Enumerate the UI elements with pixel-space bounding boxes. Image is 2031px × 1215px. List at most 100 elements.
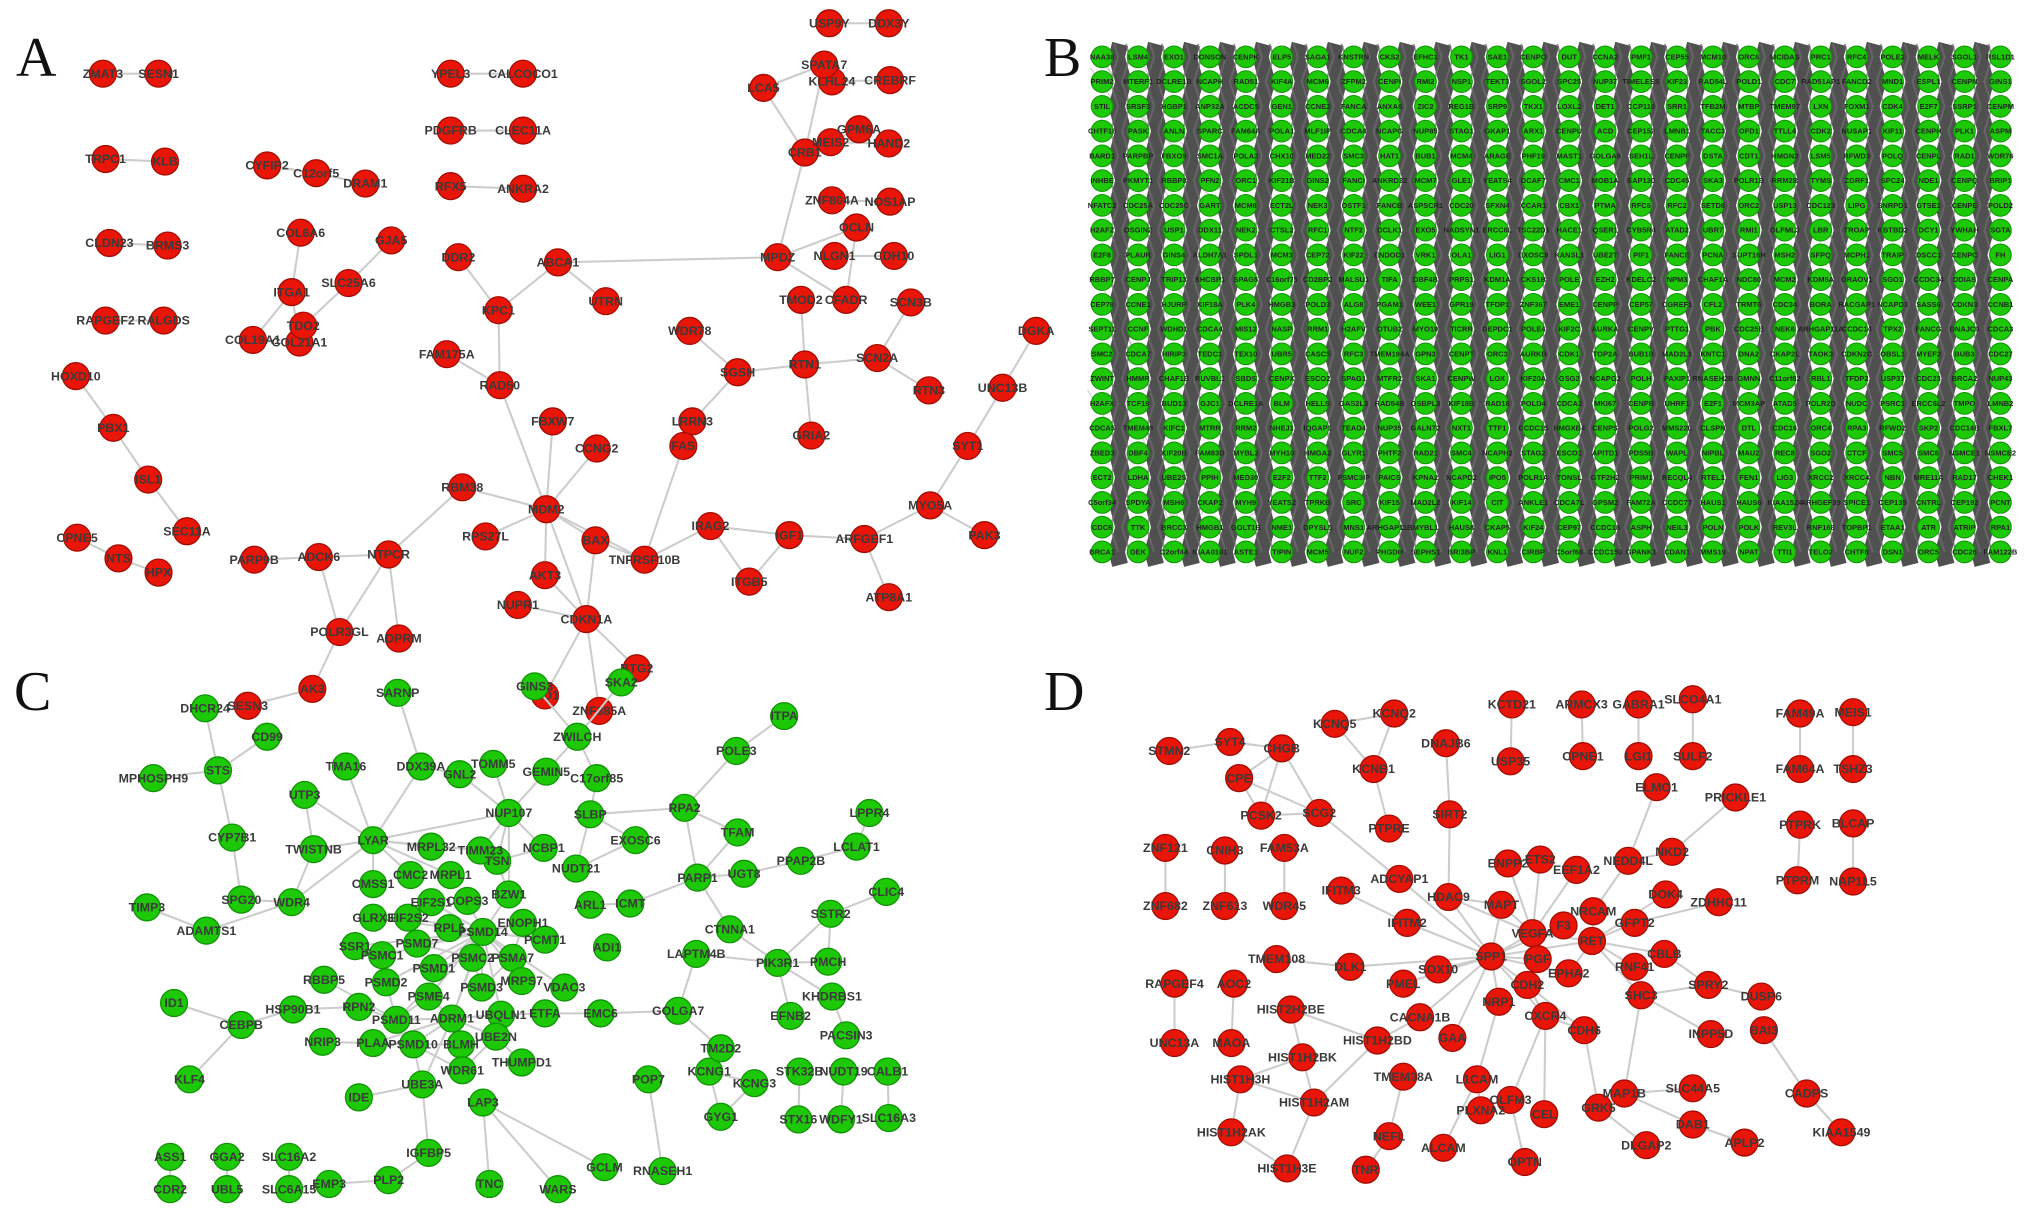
node-cenpl[interactable] — [1917, 144, 1940, 168]
node-cdr2[interactable] — [156, 1175, 185, 1204]
node-fanca[interactable] — [1342, 95, 1366, 118]
node-hells[interactable] — [1306, 392, 1330, 415]
node-usp13[interactable] — [1773, 194, 1797, 217]
node-ralgds[interactable] — [149, 306, 178, 335]
node-adrm1[interactable] — [437, 1004, 467, 1033]
node-enoph1[interactable] — [508, 908, 538, 937]
node-haus8[interactable] — [1450, 515, 1473, 539]
node-aurkb[interactable] — [1521, 342, 1545, 366]
node-alcam[interactable] — [1429, 1133, 1458, 1162]
node-orc4[interactable] — [1809, 416, 1833, 440]
node-plk4[interactable] — [1234, 293, 1258, 316]
node-polr1a[interactable] — [1521, 466, 1545, 490]
node-cdh10[interactable] — [879, 241, 909, 271]
node-ldha[interactable] — [1126, 466, 1150, 490]
node-zwint[interactable] — [1090, 367, 1114, 391]
node-nup35[interactable] — [1378, 416, 1401, 440]
node-xrcc2[interactable] — [1809, 466, 1833, 490]
node-pmch[interactable] — [813, 947, 843, 976]
node-ugt8[interactable] — [729, 859, 759, 888]
node-eif2s1[interactable] — [417, 888, 446, 917]
node-c2orf44[interactable] — [1162, 540, 1186, 564]
node-cmss1[interactable] — [359, 870, 388, 899]
node-spdya[interactable] — [1126, 491, 1150, 514]
node-arx1[interactable] — [1521, 119, 1545, 143]
node-alg8[interactable] — [1342, 293, 1366, 316]
node-cep57[interactable] — [1629, 293, 1653, 316]
node-mcm3ap[interactable] — [1737, 392, 1761, 415]
node-rfwd2[interactable] — [1881, 416, 1905, 440]
node-hist1h3h[interactable] — [1226, 1065, 1255, 1094]
node-rad1[interactable] — [1953, 144, 1976, 168]
node-pdgfrb[interactable] — [436, 116, 465, 145]
node-polq[interactable] — [1881, 144, 1905, 168]
node-nbn[interactable] — [1881, 466, 1905, 490]
node-ncapd2[interactable] — [1450, 466, 1473, 490]
node-fh[interactable] — [1989, 243, 2012, 267]
node-gins4[interactable] — [1162, 243, 1186, 267]
node-depdc1[interactable] — [1485, 317, 1509, 341]
node-gjc1[interactable] — [1198, 392, 1222, 415]
node-wdr4[interactable] — [277, 888, 306, 917]
node-malsu1[interactable] — [1342, 268, 1366, 292]
node-gga2[interactable] — [212, 1142, 242, 1171]
node-asph[interactable] — [1629, 515, 1653, 539]
node-mterf1[interactable] — [1126, 70, 1150, 93]
node-map1b[interactable] — [1610, 1079, 1639, 1108]
node-cdca3[interactable] — [1989, 317, 2012, 341]
node-kbtbd2[interactable] — [1881, 218, 1905, 242]
node-cldn23[interactable] — [95, 228, 124, 258]
node-hist1h2am[interactable] — [1299, 1088, 1329, 1117]
node-cenpk[interactable] — [1234, 45, 1258, 69]
node-sept11[interactable] — [1090, 317, 1114, 341]
node-zbed3[interactable] — [1090, 441, 1114, 465]
node-tfam[interactable] — [723, 818, 752, 847]
node-hmgn2[interactable] — [1773, 144, 1797, 168]
node-cdca2[interactable] — [1557, 392, 1581, 415]
node-hist1h2bd[interactable] — [1363, 1026, 1392, 1055]
node-nts[interactable] — [104, 544, 133, 573]
node-kiaa0101[interactable] — [1198, 540, 1222, 564]
node-sbds[interactable] — [1234, 367, 1258, 391]
node-unc13b[interactable] — [988, 373, 1017, 402]
node-cdan1[interactable] — [1665, 540, 1689, 564]
node-brms3[interactable] — [153, 231, 182, 260]
node-kifc1[interactable] — [1162, 416, 1186, 440]
node-kdelc2[interactable] — [1629, 268, 1653, 292]
node-bub3[interactable] — [1953, 342, 1976, 366]
node-abca1[interactable] — [543, 248, 573, 277]
node-nde1[interactable] — [1917, 169, 1940, 193]
node-obsl1[interactable] — [1881, 342, 1905, 366]
node-rpa3[interactable] — [1845, 416, 1869, 440]
node-spg20[interactable] — [227, 885, 256, 914]
node-orc3[interactable] — [1485, 342, 1509, 366]
node-mphosph9[interactable] — [139, 764, 168, 793]
node-rtn3[interactable] — [914, 376, 943, 405]
node-stx16[interactable] — [784, 1105, 813, 1134]
node-ska3[interactable] — [1701, 169, 1725, 193]
node-dsn1[interactable] — [1881, 540, 1905, 564]
node-spry2[interactable] — [1694, 970, 1723, 1000]
node-ccdc34[interactable] — [1917, 268, 1940, 292]
node-troap[interactable] — [1845, 218, 1869, 242]
node-xrcc4[interactable] — [1845, 466, 1869, 490]
node-cadps[interactable] — [1792, 1079, 1821, 1108]
node-mms22l[interactable] — [1665, 416, 1689, 440]
node-igfbp5[interactable] — [414, 1138, 443, 1168]
node-zgrf1[interactable] — [1845, 169, 1869, 193]
node-lsm4[interactable] — [1126, 45, 1150, 69]
node-dhcr24[interactable] — [190, 694, 220, 723]
node-cdc45[interactable] — [1665, 169, 1689, 193]
node-cdc25c[interactable] — [1162, 194, 1186, 217]
node-gmnn[interactable] — [1737, 367, 1761, 391]
node-kcng3[interactable] — [740, 1069, 769, 1098]
node-cenpf[interactable] — [1665, 144, 1689, 168]
node-wdhd1[interactable] — [1162, 317, 1186, 341]
node-sass6[interactable] — [1917, 293, 1940, 316]
node-esco2[interactable] — [1306, 367, 1330, 391]
node-rfc4[interactable] — [1845, 45, 1869, 69]
node-nsp1[interactable] — [1450, 70, 1473, 93]
node-cdc27[interactable] — [1989, 342, 2012, 366]
node-meis2[interactable] — [816, 128, 845, 157]
node-dram1[interactable] — [351, 169, 380, 198]
